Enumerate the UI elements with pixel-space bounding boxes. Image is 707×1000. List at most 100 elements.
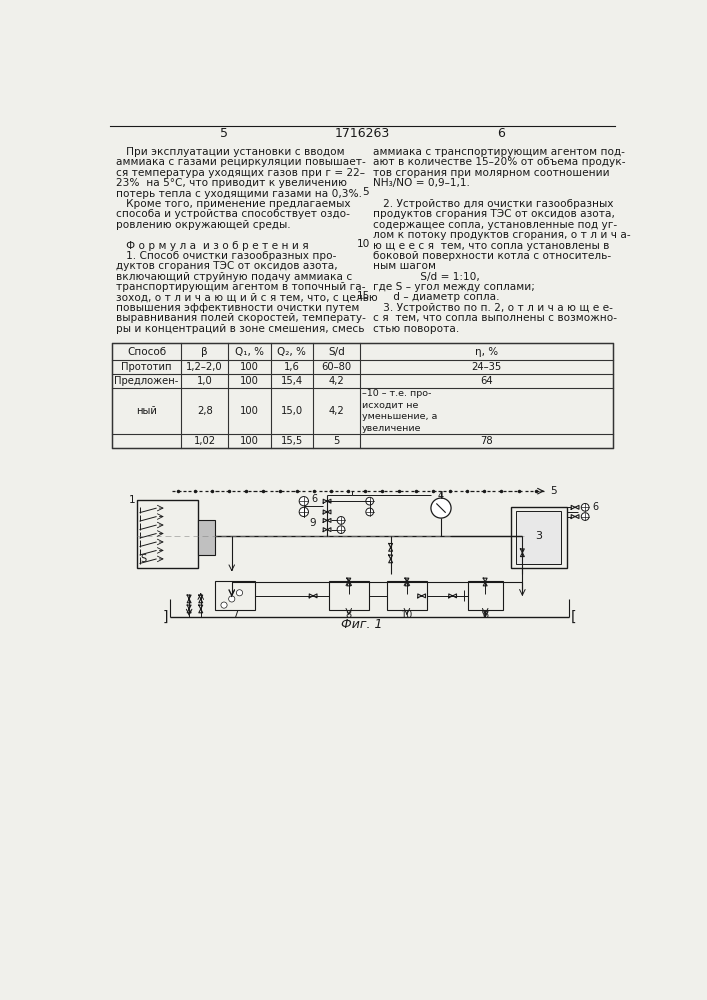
- Text: 5: 5: [220, 127, 228, 140]
- Text: NH₃/NO = 0,9–1,1.: NH₃/NO = 0,9–1,1.: [373, 178, 469, 188]
- Circle shape: [299, 497, 308, 506]
- Text: повышения эффективности очистки путем: повышения эффективности очистки путем: [116, 303, 360, 313]
- Text: 5: 5: [333, 436, 339, 446]
- Text: 15,5: 15,5: [281, 436, 303, 446]
- Circle shape: [366, 497, 373, 505]
- Text: потерь тепла с уходящими газами на 0,3%.: потерь тепла с уходящими газами на 0,3%.: [116, 189, 362, 199]
- Text: продуктов сгорания ТЭС от оксидов азота,: продуктов сгорания ТЭС от оксидов азота,: [373, 209, 614, 219]
- Text: 100: 100: [240, 376, 259, 386]
- Text: 1. Способ очистки газообразных про-: 1. Способ очистки газообразных про-: [116, 251, 337, 261]
- Text: Кроме того, применение предлагаемых: Кроме того, применение предлагаемых: [116, 199, 351, 209]
- Text: 5: 5: [550, 486, 557, 496]
- Text: 1716263: 1716263: [334, 127, 390, 140]
- Text: Прототип: Прототип: [121, 362, 172, 372]
- Text: Ф о р м у л а  и з о б р е т е н и я: Ф о р м у л а и з о б р е т е н и я: [116, 241, 309, 251]
- Text: 8: 8: [346, 610, 352, 620]
- Circle shape: [431, 498, 451, 518]
- Text: уменьшение, а: уменьшение, а: [362, 412, 438, 421]
- Text: зоход, о т л и ч а ю щ и й с я тем, что, с целью: зоход, о т л и ч а ю щ и й с я тем, что,…: [116, 292, 378, 302]
- Text: 60–80: 60–80: [321, 362, 351, 372]
- Bar: [516, 511, 561, 564]
- Text: 15,0: 15,0: [281, 406, 303, 416]
- Text: лом к потоку продуктов сгорания, о т л и ч а-: лом к потоку продуктов сгорания, о т л и…: [373, 230, 631, 240]
- Circle shape: [337, 526, 345, 533]
- Bar: [468, 581, 503, 610]
- Text: 6: 6: [312, 494, 317, 504]
- Text: 4: 4: [438, 491, 444, 501]
- Text: 6: 6: [592, 502, 598, 512]
- Text: способа и устройства способствует оздо-: способа и устройства способствует оздо-: [116, 209, 350, 219]
- Text: η, %: η, %: [475, 347, 498, 357]
- Text: 24–35: 24–35: [471, 362, 501, 372]
- Bar: [510, 507, 566, 568]
- Text: увеличение: увеличение: [362, 424, 421, 433]
- Text: выравнивания полей скоростей, температу-: выравнивания полей скоростей, температу-: [116, 313, 366, 323]
- Text: аммиака с газами рециркуляции повышает-: аммиака с газами рециркуляции повышает-: [116, 157, 366, 167]
- Text: 8: 8: [482, 610, 489, 620]
- Text: с я  тем, что сопла выполнены с возможно-: с я тем, что сопла выполнены с возможно-: [373, 313, 617, 323]
- Text: тов сгорания при молярном соотношении: тов сгорания при молярном соотношении: [373, 168, 609, 178]
- Text: 100: 100: [240, 362, 259, 372]
- Text: 64: 64: [480, 376, 493, 386]
- Text: 4,2: 4,2: [329, 376, 344, 386]
- Text: 3. Устройство по п. 2, о т л и ч а ю щ е е-: 3. Устройство по п. 2, о т л и ч а ю щ е…: [373, 303, 613, 313]
- Text: Способ: Способ: [127, 347, 166, 357]
- Text: включающий струйную подачу аммиака с: включающий струйную подачу аммиака с: [116, 272, 353, 282]
- Text: ]: ]: [163, 610, 168, 624]
- Text: ным шагом: ным шагом: [373, 261, 436, 271]
- Text: 10: 10: [357, 239, 370, 249]
- Text: d – диаметр сопла.: d – диаметр сопла.: [373, 292, 499, 302]
- Circle shape: [366, 508, 373, 516]
- Text: транспортирующим агентом в топочный га-: транспортирующим агентом в топочный га-: [116, 282, 366, 292]
- Text: Q₁, %: Q₁, %: [235, 347, 264, 357]
- Text: 9: 9: [310, 518, 317, 528]
- Text: 1,6: 1,6: [284, 362, 300, 372]
- Text: Q₂, %: Q₂, %: [277, 347, 306, 357]
- Text: 1,2–2,0: 1,2–2,0: [187, 362, 223, 372]
- Text: ровлению окружающей среды.: ровлению окружающей среды.: [116, 220, 291, 230]
- Text: S/d: S/d: [328, 347, 345, 357]
- Bar: [215, 581, 255, 610]
- Bar: [137, 500, 198, 568]
- Text: 1: 1: [129, 495, 135, 505]
- Text: ся температура уходящих газов при г = 22–: ся температура уходящих газов при г = 22…: [116, 168, 366, 178]
- Text: ный: ный: [136, 406, 157, 416]
- Text: –10 – т.е. про-: –10 – т.е. про-: [362, 389, 431, 398]
- Text: ры и концентраций в зоне смешения, смесь: ры и концентраций в зоне смешения, смесь: [116, 324, 365, 334]
- Text: 1,02: 1,02: [194, 436, 216, 446]
- Bar: [198, 520, 215, 555]
- Circle shape: [337, 517, 345, 524]
- Text: 15,4: 15,4: [281, 376, 303, 386]
- Bar: [329, 581, 369, 610]
- Circle shape: [299, 507, 308, 517]
- Circle shape: [236, 590, 243, 596]
- Text: содержащее сопла, установленные под уг-: содержащее сопла, установленные под уг-: [373, 220, 617, 230]
- Text: 1,0: 1,0: [197, 376, 213, 386]
- Text: где S – угол между соплами;: где S – угол между соплами;: [373, 282, 534, 292]
- Text: 100: 100: [240, 436, 259, 446]
- Text: 3: 3: [535, 531, 542, 541]
- Text: боковой поверхности котла с относитель-: боковой поверхности котла с относитель-: [373, 251, 611, 261]
- Text: исходит не: исходит не: [362, 401, 419, 410]
- Text: Предложен-: Предложен-: [115, 376, 179, 386]
- Bar: [387, 581, 427, 610]
- Text: 7: 7: [232, 610, 238, 620]
- Circle shape: [221, 602, 227, 608]
- Text: ю щ е е с я  тем, что сопла установлены в: ю щ е е с я тем, что сопла установлены в: [373, 241, 609, 251]
- Text: 2. Устройство для очистки газообразных: 2. Устройство для очистки газообразных: [373, 199, 613, 209]
- Text: S/d = 1:10,: S/d = 1:10,: [373, 272, 479, 282]
- Text: 78: 78: [480, 436, 493, 446]
- Bar: [112, 343, 613, 448]
- Text: аммиака с транспортирующим агентом под-: аммиака с транспортирующим агентом под-: [373, 147, 625, 157]
- Text: β: β: [201, 347, 208, 357]
- Text: Фиг. 1: Фиг. 1: [341, 618, 382, 631]
- Text: 100: 100: [240, 406, 259, 416]
- Text: 5: 5: [363, 187, 369, 197]
- Text: ают в количестве 15–20% от объема продук-: ают в количестве 15–20% от объема продук…: [373, 157, 625, 167]
- Text: 15: 15: [357, 291, 370, 301]
- Text: 2,8: 2,8: [197, 406, 213, 416]
- Circle shape: [581, 503, 589, 511]
- Text: стью поворота.: стью поворота.: [373, 324, 459, 334]
- Text: При эксплуатации установки с вводом: При эксплуатации установки с вводом: [116, 147, 345, 157]
- Circle shape: [228, 596, 235, 602]
